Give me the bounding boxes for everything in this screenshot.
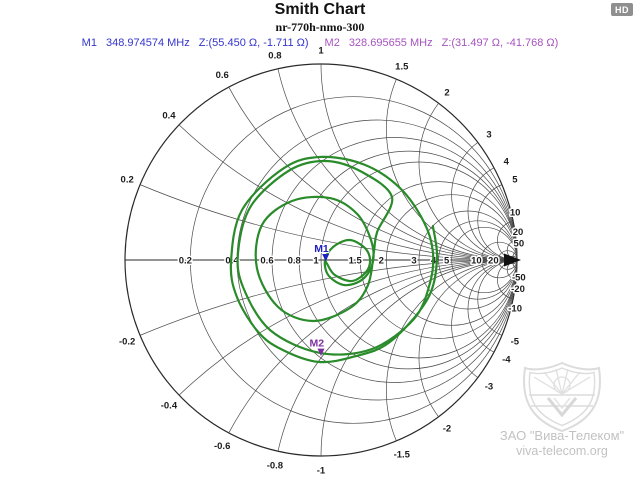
chart-markers: M1 M2	[308, 242, 330, 357]
marker-m2-frequency: 328.695655 MHz	[348, 37, 433, 49]
svg-text:-0.8: -0.8	[267, 460, 283, 471]
hd-quality-badge: HD	[611, 3, 633, 16]
marker-readout-line: M1 348.974574 MHz Z:(55.450 Ω, -1.711 Ω)…	[0, 37, 640, 49]
svg-text:4: 4	[504, 157, 510, 168]
svg-text:0.6: 0.6	[260, 256, 273, 267]
svg-text:-1.5: -1.5	[394, 449, 411, 460]
impedance-trace	[229, 155, 439, 364]
svg-text:-0.6: -0.6	[214, 441, 230, 452]
svg-text:1: 1	[313, 256, 319, 267]
svg-text:0.6: 0.6	[216, 70, 229, 81]
svg-text:0.2: 0.2	[179, 256, 192, 267]
svg-text:0.4: 0.4	[162, 111, 176, 122]
svg-text:-1: -1	[317, 466, 326, 477]
watermark-logo-icon	[523, 361, 601, 433]
svg-text:-2: -2	[443, 424, 451, 435]
svg-text:20: 20	[513, 227, 524, 238]
svg-text:0.8: 0.8	[288, 256, 301, 267]
svg-text:-0.4: -0.4	[161, 400, 178, 411]
svg-text:10: 10	[471, 256, 482, 267]
svg-text:-3: -3	[485, 382, 493, 393]
marker-m1-readout: M1 348.974574 MHz Z:(55.450 Ω, -1.711 Ω)	[82, 37, 309, 49]
page-title: Smith Chart	[274, 1, 366, 18]
smith-grid-labels: 0.2 0.4 0.6 0.8 1 1.5 2 3 4 5 10 200.2-0.20.4-0.40.…	[117, 44, 527, 478]
marker-m1-id: M1	[81, 37, 97, 49]
svg-text:2: 2	[379, 256, 384, 267]
svg-text:1.5: 1.5	[349, 256, 363, 267]
svg-text:2: 2	[444, 88, 449, 99]
svg-text:1: 1	[318, 46, 324, 57]
svg-text:10: 10	[510, 208, 521, 219]
svg-text:-10: -10	[508, 303, 522, 314]
svg-text:-5: -5	[511, 336, 520, 347]
watermark-company: ЗАО "Вива-Телеком"	[499, 428, 625, 443]
svg-text:20: 20	[488, 256, 499, 267]
svg-text:M2: M2	[309, 338, 324, 350]
marker-m1-impedance: Z:(55.450 Ω, -1.711 Ω)	[198, 37, 309, 49]
svg-text:-50: -50	[512, 272, 526, 283]
marker-m2-readout: M2 328.695655 MHz Z:(31.497 Ω, -41.768 Ω…	[325, 37, 559, 49]
svg-text:3: 3	[486, 130, 491, 141]
svg-text:0.8: 0.8	[268, 51, 281, 62]
svg-text:5: 5	[512, 175, 518, 186]
svg-text:-20: -20	[511, 284, 525, 295]
marker-m2-id: M2	[324, 37, 340, 49]
svg-text:M1: M1	[314, 243, 329, 255]
svg-text:50: 50	[514, 239, 525, 250]
trace-subtitle: nr-770h-nmo-300	[275, 20, 365, 34]
watermark-url: viva-telecom.org	[516, 444, 608, 458]
svg-text:-0.2: -0.2	[119, 336, 135, 347]
svg-text:5: 5	[444, 256, 450, 267]
svg-text:-4: -4	[502, 354, 511, 365]
svg-text:1.5: 1.5	[395, 62, 409, 73]
marker-m2-impedance: Z:(31.497 Ω, -41.768 Ω)	[441, 37, 559, 49]
chart-marker-m1: M1	[313, 242, 330, 262]
chart-marker-m2: M2	[308, 337, 325, 357]
trace-endpoint-marker	[504, 253, 521, 267]
svg-text:0.2: 0.2	[121, 175, 134, 186]
svg-text:3: 3	[411, 256, 416, 267]
marker-m1-frequency: 348.974574 MHz	[105, 37, 190, 49]
